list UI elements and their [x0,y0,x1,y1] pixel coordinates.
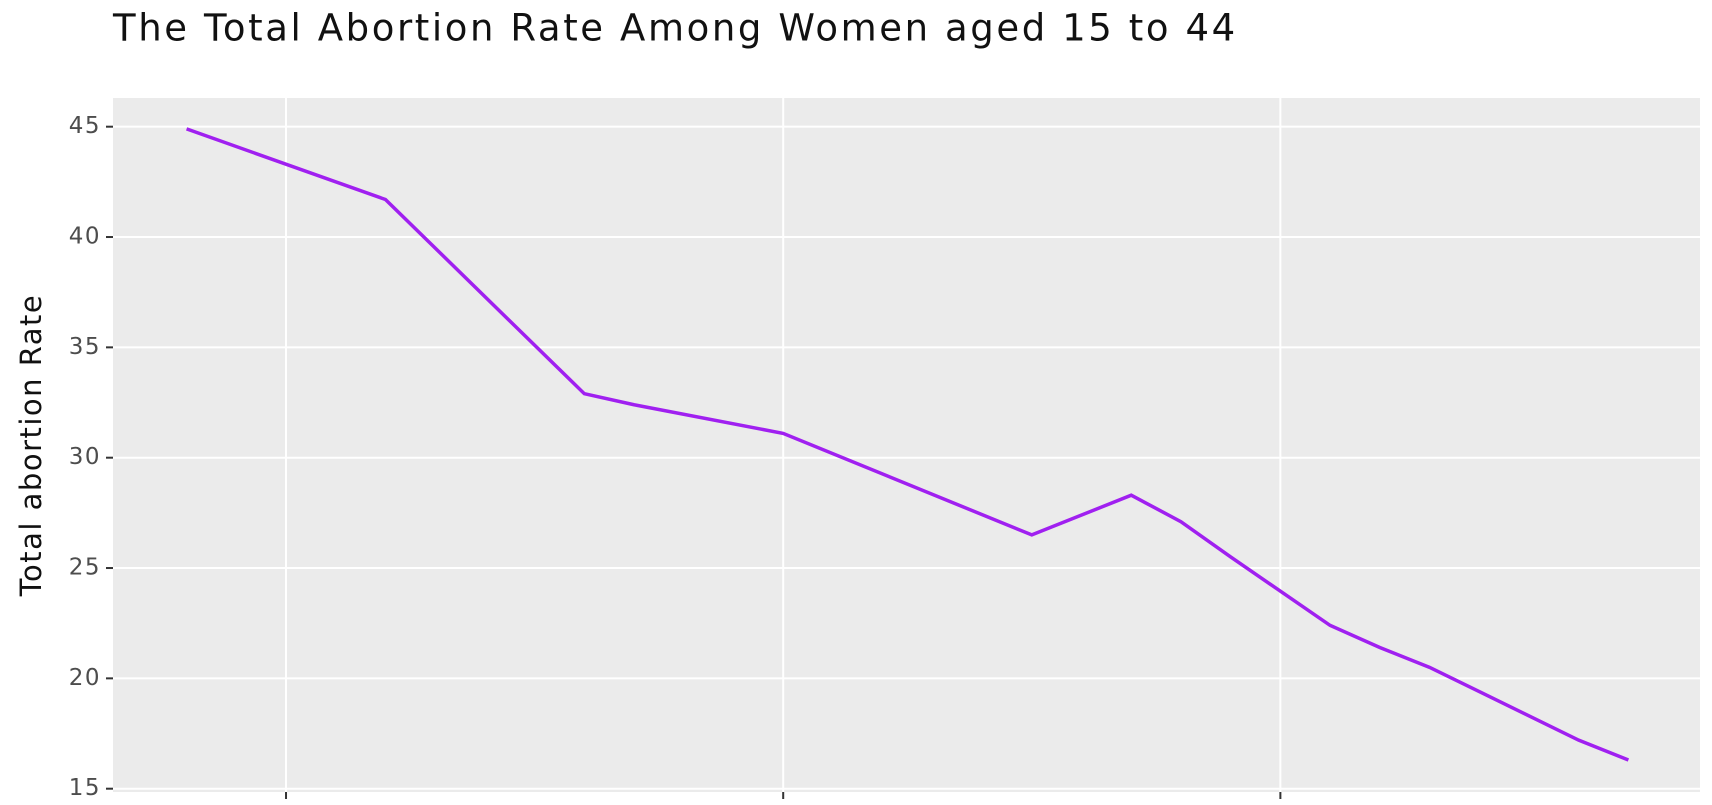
y-tick-label: 45 [69,113,101,139]
y-tick-label: 15 [69,775,101,801]
data-line [185,127,1630,762]
chart-title: The Total Abortion Rate Among Women aged… [112,7,1238,50]
y-axis-label: Total abortion Rate [14,294,48,598]
y-tick-label: 20 [69,665,101,691]
y-tick-label: 35 [69,334,101,360]
y-tick-label: 40 [69,224,101,250]
y-tick-label: 30 [69,444,101,470]
plot-panel [113,98,1700,792]
y-tick-label: 25 [69,555,101,581]
